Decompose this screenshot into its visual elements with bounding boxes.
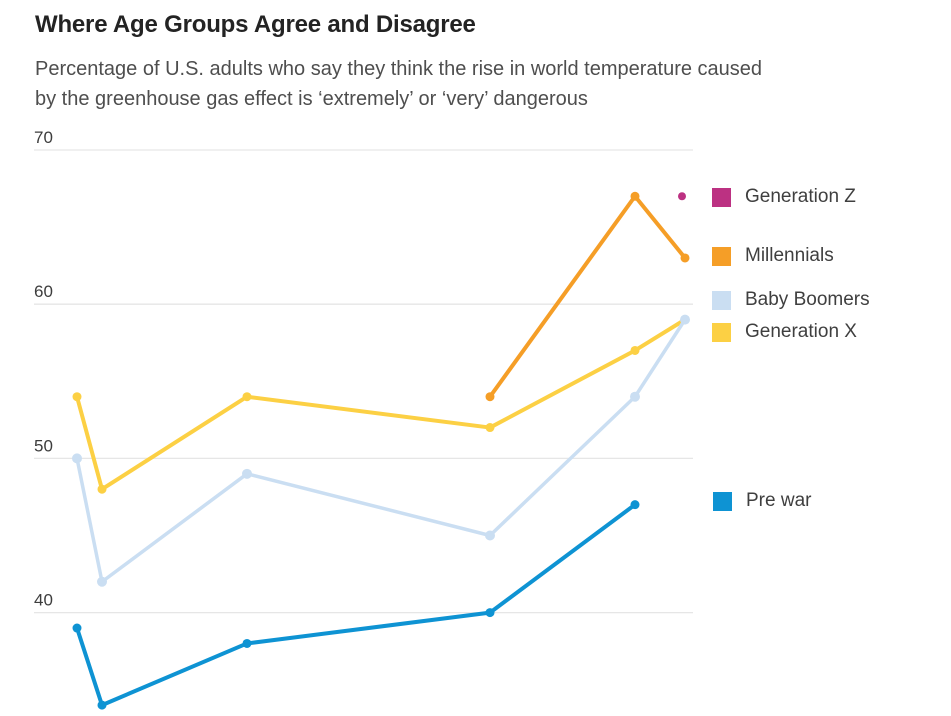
svg-text:40: 40 [34, 591, 53, 610]
legend-item-pre-war: Pre war [713, 490, 812, 511]
chart-subtitle-line1: Percentage of U.S. adults who say they t… [35, 58, 763, 80]
legend-item-label: Generation X [745, 321, 857, 342]
millennials-swatch-icon [712, 246, 731, 266]
chart-title: Where Age Groups Agree and Disagree [35, 11, 476, 38]
generation-z-swatch-icon [712, 187, 731, 207]
legend-item-generation-z: Generation Z [712, 186, 856, 207]
generation-x-swatch-icon [712, 322, 731, 342]
svg-text:50: 50 [34, 436, 53, 455]
svg-text:60: 60 [34, 282, 53, 301]
legend-item-label: Millennials [745, 245, 834, 266]
baby-boomers-swatch-icon [712, 290, 731, 310]
svg-text:70: 70 [34, 128, 53, 147]
chart-subtitle: Percentage of U.S. adults who say they t… [35, 54, 762, 114]
legend-item-label: Pre war [746, 490, 812, 511]
legend-item-generation-x: Generation X [712, 321, 857, 342]
pre-war-swatch-icon [713, 491, 732, 511]
chart-subtitle-line2: by the greenhouse gas effect is ‘extreme… [35, 88, 588, 110]
legend-item-label: Baby Boomers [745, 289, 870, 310]
legend-item-baby-boomers: Baby Boomers [712, 289, 870, 310]
legend-item-label: Generation Z [745, 186, 856, 207]
legend-item-millennials: Millennials [712, 245, 834, 266]
